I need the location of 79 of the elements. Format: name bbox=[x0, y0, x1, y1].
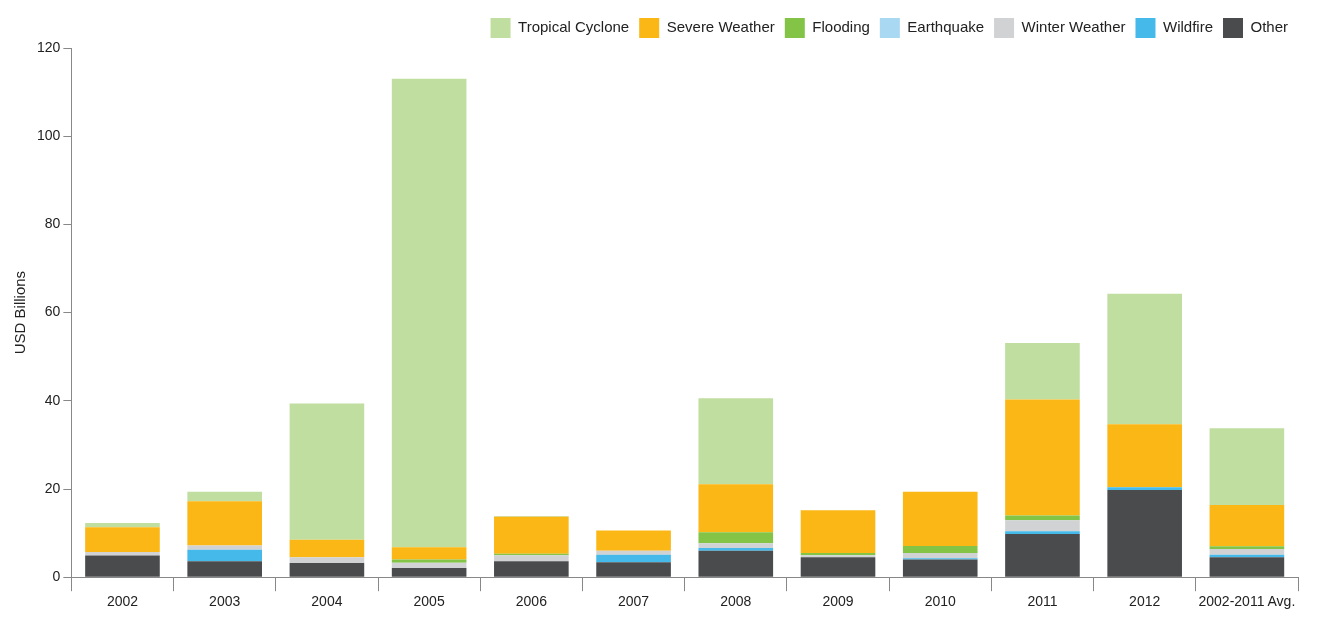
y-tick-label: 80 bbox=[44, 215, 61, 232]
bar bbox=[1209, 546, 1285, 549]
x-tick-label: 2006 bbox=[515, 593, 548, 610]
y-tick-label: 60 bbox=[44, 303, 61, 320]
bar bbox=[494, 561, 569, 577]
bar bbox=[1107, 489, 1182, 577]
x-tick-label: 2010 bbox=[924, 593, 957, 610]
bar bbox=[596, 550, 671, 555]
bar bbox=[1005, 520, 1080, 532]
x-tick-label: 2007 bbox=[617, 593, 650, 610]
bar bbox=[85, 527, 160, 553]
bar bbox=[902, 491, 978, 546]
bar bbox=[187, 549, 262, 562]
bar bbox=[289, 563, 365, 577]
y-tick-label: 100 bbox=[37, 127, 61, 144]
bar bbox=[187, 491, 262, 502]
bar bbox=[698, 550, 774, 577]
y-tick-label: 40 bbox=[44, 391, 61, 408]
bar bbox=[698, 484, 774, 533]
bar bbox=[289, 557, 365, 564]
bar bbox=[800, 510, 876, 553]
bar bbox=[1209, 504, 1285, 547]
bar bbox=[1209, 548, 1285, 555]
bar bbox=[902, 552, 978, 559]
bar bbox=[391, 559, 467, 563]
y-tick-label: 120 bbox=[37, 38, 61, 55]
bar bbox=[596, 562, 671, 577]
legend-label: Wildfire bbox=[1162, 18, 1213, 36]
x-tick-label: 2005 bbox=[413, 593, 445, 610]
bar bbox=[596, 554, 671, 563]
bar bbox=[1005, 343, 1080, 400]
bar bbox=[494, 516, 569, 554]
bar bbox=[596, 530, 671, 551]
bar bbox=[289, 403, 365, 540]
legend-label: Earthquake bbox=[907, 18, 985, 36]
bar bbox=[698, 398, 774, 485]
bar bbox=[1005, 399, 1080, 516]
bar bbox=[902, 559, 978, 577]
y-tick-label: 20 bbox=[44, 479, 61, 496]
x-tick-label: 2002-2011 Avg. bbox=[1198, 593, 1296, 610]
bar bbox=[698, 532, 774, 544]
x-tick-label: 2011 bbox=[1027, 593, 1058, 610]
bar bbox=[391, 547, 467, 560]
bar bbox=[1209, 428, 1285, 505]
x-tick-label: 2004 bbox=[311, 593, 343, 610]
bar bbox=[187, 561, 262, 577]
bar bbox=[391, 78, 467, 548]
x-tick-label: 2002 bbox=[106, 593, 139, 610]
bar bbox=[698, 543, 774, 549]
bar bbox=[1005, 531, 1080, 534]
x-tick-label: 2008 bbox=[720, 593, 752, 610]
bar bbox=[85, 522, 160, 528]
bar bbox=[800, 557, 876, 577]
bar bbox=[187, 501, 262, 546]
bar bbox=[85, 552, 160, 556]
bar bbox=[1005, 515, 1080, 521]
bar bbox=[391, 567, 467, 577]
y-tick-label: 0 bbox=[52, 568, 61, 585]
legend-label: Severe Weather bbox=[666, 18, 775, 36]
bar bbox=[187, 545, 262, 550]
bar bbox=[1005, 533, 1080, 577]
x-tick-label: 2009 bbox=[822, 593, 854, 610]
bar bbox=[494, 555, 569, 562]
bar bbox=[1209, 557, 1285, 577]
bar bbox=[1107, 293, 1182, 425]
bar bbox=[698, 548, 774, 551]
bar bbox=[85, 555, 160, 577]
bar bbox=[1107, 424, 1182, 488]
x-tick-label: 2003 bbox=[209, 593, 241, 610]
legend-label: Flooding bbox=[812, 18, 870, 36]
y-axis-title: USD Billions bbox=[11, 270, 29, 355]
x-tick-label: 2012 bbox=[1129, 593, 1161, 610]
bar bbox=[1107, 487, 1182, 490]
legend-label: Winter Weather bbox=[1021, 18, 1126, 36]
legend-label: Tropical Cyclone bbox=[518, 18, 630, 36]
bar bbox=[902, 545, 978, 553]
legend-label: Other bbox=[1250, 18, 1288, 36]
bar bbox=[289, 539, 365, 558]
bar bbox=[391, 562, 467, 568]
